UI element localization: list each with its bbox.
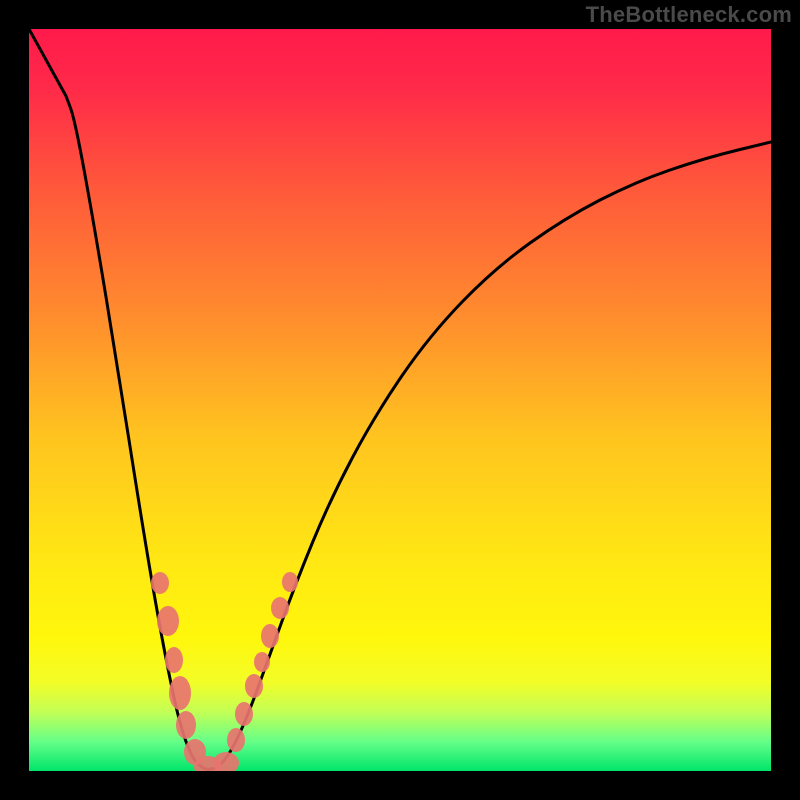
- bottleneck-chart: [0, 0, 800, 800]
- data-point: [282, 572, 298, 592]
- data-point: [235, 702, 253, 726]
- data-point: [261, 624, 279, 648]
- data-point: [165, 647, 183, 673]
- data-point: [271, 597, 289, 619]
- data-point: [213, 752, 239, 774]
- data-point: [157, 606, 179, 636]
- gradient-background: [29, 29, 771, 771]
- data-point: [151, 572, 169, 594]
- chart-frame: TheBottleneck.com: [0, 0, 800, 800]
- data-point: [176, 711, 196, 739]
- data-point: [227, 728, 245, 752]
- data-point: [169, 676, 191, 710]
- data-point: [245, 674, 263, 698]
- data-point: [254, 652, 270, 672]
- watermark-text: TheBottleneck.com: [586, 2, 792, 28]
